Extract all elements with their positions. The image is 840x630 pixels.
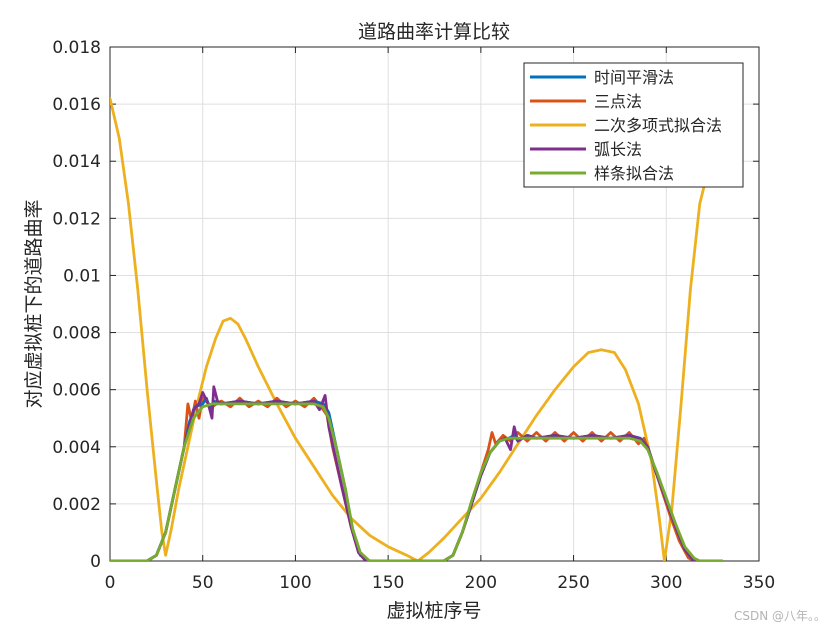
- y-tick-label: 0: [90, 552, 101, 572]
- legend-label-3: 弧长法: [594, 140, 642, 159]
- x-tick-label: 350: [743, 573, 775, 593]
- series-line-3: [110, 385, 724, 561]
- x-tick-label: 200: [465, 573, 497, 593]
- x-axis-label: 虚拟桩序号: [386, 600, 481, 622]
- y-tick-label: 0.012: [52, 209, 101, 229]
- chart-title: 道路曲率计算比较: [358, 21, 510, 43]
- y-tick-label: 0.018: [52, 38, 101, 58]
- legend-label-1: 三点法: [594, 92, 642, 111]
- axis-ticks: 0 50 100 150 200 250 300 350 0 0.002 0.004 0.006 0.0…: [52, 38, 775, 593]
- x-tick-label: 50: [192, 573, 214, 593]
- y-tick-label: 0.016: [52, 95, 101, 115]
- y-tick-label: 0.008: [52, 324, 101, 344]
- x-tick-label: 150: [372, 573, 404, 593]
- y-tick-label: 0.002: [52, 495, 101, 515]
- watermark: CSDN @八年。。: [733, 609, 826, 623]
- y-tick-label: 0.014: [52, 152, 101, 172]
- x-tick-label: 0: [105, 573, 116, 593]
- y-tick-label: 0.006: [52, 381, 101, 401]
- series-line-2: [110, 97, 711, 561]
- y-tick-label: 0.004: [52, 438, 101, 458]
- series-line-4: [110, 402, 724, 561]
- legend-label-2: 二次多项式拟合法: [594, 116, 722, 135]
- x-tick-label: 300: [650, 573, 682, 593]
- x-tick-label: 100: [279, 573, 311, 593]
- series-line-1: [110, 396, 724, 561]
- y-axis-label: 对应虚拟桩下的道路曲率: [23, 199, 45, 408]
- x-tick-label: 250: [557, 573, 589, 593]
- legend-label-0: 时间平滑法: [594, 68, 674, 87]
- series-line-0: [110, 396, 724, 561]
- legend-label-4: 样条拟合法: [594, 164, 674, 183]
- y-tick-label: 0.01: [63, 266, 101, 286]
- series-layer: [110, 97, 724, 561]
